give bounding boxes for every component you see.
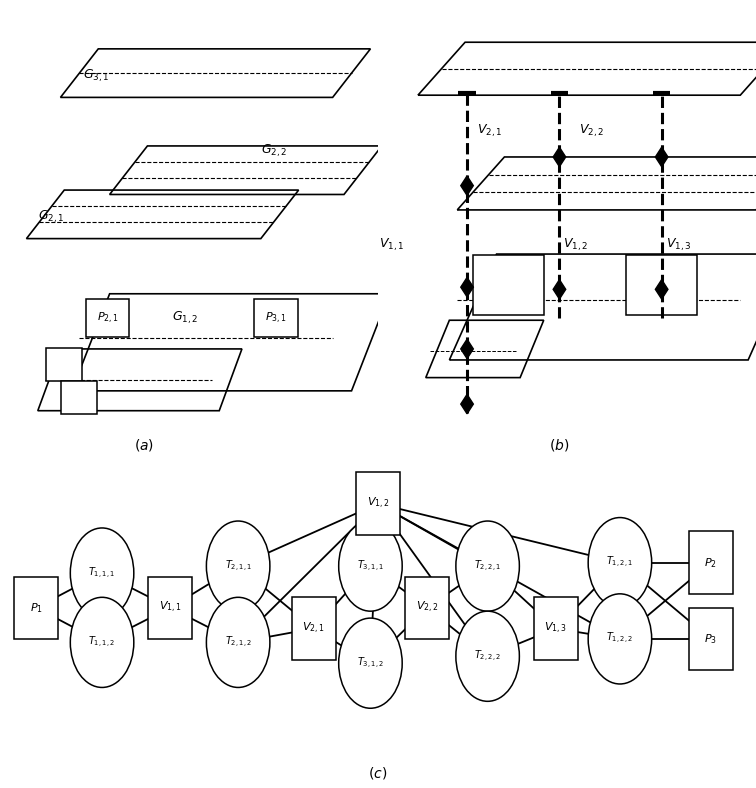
Text: $T_{2,1,2}$: $T_{2,1,2}$ <box>225 635 252 650</box>
Polygon shape <box>460 277 473 297</box>
Text: $T_{2,2,1}$: $T_{2,2,1}$ <box>474 559 501 574</box>
Polygon shape <box>553 280 565 299</box>
Polygon shape <box>460 339 473 359</box>
Text: $G_{3,1}$: $G_{3,1}$ <box>83 67 110 84</box>
Text: $T_{2,2,2}$: $T_{2,2,2}$ <box>474 649 501 663</box>
Bar <box>534 597 578 660</box>
Text: $T_{1,2,1}$: $T_{1,2,1}$ <box>606 555 634 571</box>
Text: $(c)$: $(c)$ <box>368 765 388 781</box>
Bar <box>292 597 336 660</box>
Bar <box>86 299 129 336</box>
Ellipse shape <box>206 521 270 611</box>
Text: $P_2$: $P_2$ <box>705 556 717 570</box>
Ellipse shape <box>339 618 402 708</box>
Text: $V_{2,2}$: $V_{2,2}$ <box>416 600 438 615</box>
Bar <box>148 577 192 639</box>
Bar <box>689 531 733 594</box>
Ellipse shape <box>588 594 652 684</box>
Text: $P_3$: $P_3$ <box>704 632 717 646</box>
Text: $G_{2,2}$: $G_{2,2}$ <box>261 142 287 158</box>
Text: $(a)$: $(a)$ <box>134 437 153 452</box>
Text: $T_{1,2,2}$: $T_{1,2,2}$ <box>606 631 634 646</box>
Text: $P_1$: $P_1$ <box>29 600 43 615</box>
Text: $V_{1,3}$: $V_{1,3}$ <box>665 237 691 254</box>
Polygon shape <box>460 176 473 195</box>
Text: $V_{2,2}$: $V_{2,2}$ <box>579 122 604 139</box>
Bar <box>473 255 544 314</box>
Text: $T_{1,1,1}$: $T_{1,1,1}$ <box>88 566 116 581</box>
Bar <box>14 577 58 639</box>
Ellipse shape <box>456 521 519 611</box>
Ellipse shape <box>70 528 134 618</box>
Bar <box>626 255 697 314</box>
Polygon shape <box>460 394 473 414</box>
Text: $P_{1,1}$: $P_{1,1}$ <box>54 357 75 372</box>
Text: $V_{1,1}$: $V_{1,1}$ <box>379 237 404 254</box>
Ellipse shape <box>206 597 270 687</box>
Bar <box>254 299 298 336</box>
Ellipse shape <box>588 518 652 608</box>
Polygon shape <box>655 147 668 167</box>
Text: $P_{1,2}$: $P_{1,2}$ <box>69 390 90 405</box>
Bar <box>405 577 449 639</box>
Polygon shape <box>655 280 668 299</box>
Bar <box>689 608 733 670</box>
Ellipse shape <box>339 521 402 611</box>
Ellipse shape <box>456 611 519 701</box>
Text: $V_{1,3}$: $V_{1,3}$ <box>544 621 567 636</box>
Text: $G_{1,1}$: $G_{1,1}$ <box>60 355 84 370</box>
Text: $P_{2,1}$: $P_{2,1}$ <box>97 310 119 325</box>
Text: $G_{1,2}$: $G_{1,2}$ <box>172 310 198 326</box>
Bar <box>46 348 82 381</box>
Text: $T_{3,1,2}$: $T_{3,1,2}$ <box>357 656 384 671</box>
Text: $V_{2,1}$: $V_{2,1}$ <box>302 621 325 636</box>
Bar <box>356 473 400 535</box>
Text: $T_{2,1,1}$: $T_{2,1,1}$ <box>225 559 252 574</box>
Bar <box>61 381 98 414</box>
Text: $V_{1,2}$: $V_{1,2}$ <box>367 496 389 511</box>
Text: $V_{2,1}$: $V_{2,1}$ <box>477 122 502 139</box>
Text: $T_{3,1,1}$: $T_{3,1,1}$ <box>357 559 384 574</box>
Text: $T_{1,1,2}$: $T_{1,1,2}$ <box>88 635 116 650</box>
Ellipse shape <box>70 597 134 687</box>
Text: $(b)$: $(b)$ <box>550 437 569 452</box>
Text: $V_{1,2}$: $V_{1,2}$ <box>563 237 589 254</box>
Text: $G_{2,1}$: $G_{2,1}$ <box>38 208 64 225</box>
Text: $V_{1,1}$: $V_{1,1}$ <box>159 600 181 615</box>
Text: $P_{3,1}$: $P_{3,1}$ <box>265 310 287 325</box>
Polygon shape <box>553 147 565 167</box>
